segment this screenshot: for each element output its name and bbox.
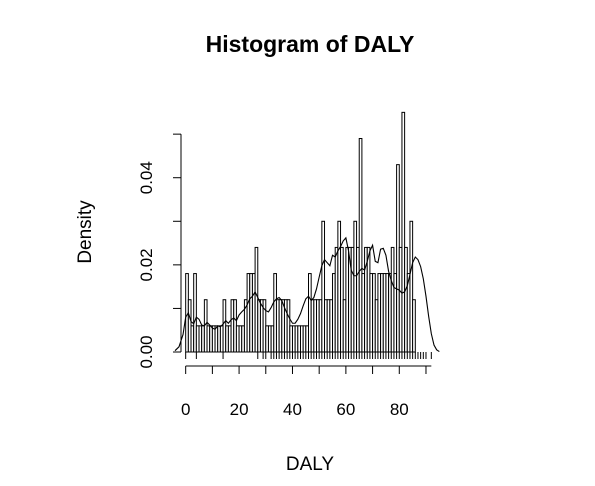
histogram-bar: [321, 220, 326, 353]
histogram-bars: [185, 111, 416, 353]
x-tick-label: 80: [390, 400, 409, 419]
y-tick-label: 0.02: [137, 248, 156, 281]
x-tick-label: 0: [181, 400, 190, 419]
density-line: [174, 236, 440, 353]
y-tick-label: 0.04: [137, 161, 156, 194]
y-axis: 0.00 0.02 0.04: [137, 133, 182, 369]
x-tick-label: 20: [230, 400, 249, 419]
histogram-bar: [358, 138, 363, 353]
y-axis-label: Density: [75, 200, 96, 264]
x-axis: 0 20 40 60 80: [181, 365, 432, 419]
density-curve: [174, 236, 440, 353]
y-tick-label: 0.00: [137, 335, 156, 368]
histogram-bar: [409, 220, 414, 353]
x-tick-label: 40: [283, 400, 302, 419]
histogram-bar: [412, 299, 416, 353]
x-axis-label: DALY: [286, 454, 335, 475]
histogram-bar: [401, 111, 406, 353]
histogram-bar: [193, 273, 197, 353]
rug-marks: [185, 352, 432, 359]
x-tick-label: 60: [336, 400, 355, 419]
chart-title: Histogram of DALY: [206, 31, 415, 57]
